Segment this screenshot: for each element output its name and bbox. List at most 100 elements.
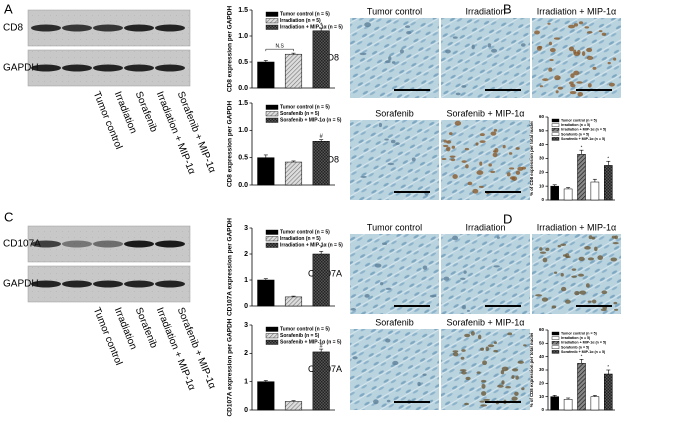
column-label: Sorafenib + MIP-1α (447, 317, 525, 327)
stain-spot (441, 158, 447, 161)
stain-spot (422, 373, 427, 376)
stain-spot (417, 381, 421, 387)
legend-swatch (551, 123, 560, 127)
micrograph (350, 18, 439, 98)
stain-spot (481, 383, 486, 389)
stain-spot (613, 57, 617, 61)
stain-spot (507, 332, 513, 336)
stain-spot (610, 257, 618, 262)
legend-label: Irradiation (n = 5) (280, 236, 321, 242)
stain-spot (539, 251, 547, 254)
stain-spot (482, 360, 488, 366)
legend-swatch (551, 341, 560, 345)
stain-spot (534, 30, 540, 35)
stain-spot (488, 163, 492, 167)
stain-spot (562, 254, 567, 257)
significance-mark: # (319, 344, 323, 350)
stain-spot (577, 92, 584, 97)
stain-spot (493, 341, 497, 345)
stain-spot (387, 162, 395, 166)
legend-label: Sorafenib (n = 5) (561, 132, 590, 136)
stain-spot (385, 338, 391, 343)
stain-spot (445, 49, 451, 54)
y-tick-label: 40 (539, 354, 545, 359)
y-tick-label: 1.5 (238, 7, 248, 14)
stain-spot (476, 170, 484, 175)
stain-spot (476, 371, 481, 374)
y-axis-label: CD8 expression per GAPDH (227, 101, 234, 188)
bar (312, 30, 330, 89)
blot-band (62, 240, 92, 248)
micrograph (532, 18, 621, 98)
stain-spot (490, 131, 497, 136)
blot-row-label: GAPDH (3, 63, 39, 74)
stain-spot (406, 30, 412, 35)
stain-spot (378, 122, 383, 128)
stain-spot (446, 146, 451, 152)
stain-spot (601, 32, 607, 36)
stain-spot (547, 22, 551, 25)
stain-spot (539, 85, 544, 88)
stain-spot (461, 160, 467, 163)
stain-spot (573, 51, 580, 56)
blot-row-label: CD107A (3, 239, 41, 250)
y-tick-label: 2 (244, 251, 248, 258)
legend-swatch (265, 333, 279, 339)
y-tick-label: 1.0 (238, 127, 248, 134)
micrograph (441, 234, 530, 314)
stain-spot (560, 243, 567, 247)
stain-spot (511, 375, 515, 379)
bracket (265, 48, 294, 52)
bar (550, 185, 559, 201)
y-tick-label: 10 (539, 183, 545, 188)
stain-spot (487, 43, 492, 48)
stain-spot (614, 308, 619, 311)
stain-spot (461, 349, 466, 352)
stain-spot (505, 386, 511, 389)
legend-label: Irradiation (n = 5) (280, 18, 321, 24)
blot-band (31, 240, 61, 248)
stain-spot (364, 294, 370, 298)
y-tick-label: 60 (539, 327, 545, 332)
stain-spot (461, 370, 467, 375)
bar (284, 296, 303, 307)
stain-spot (459, 369, 467, 372)
blot-band (93, 64, 123, 72)
micrograph (532, 234, 621, 314)
bar (284, 401, 303, 411)
stain-spot (384, 60, 391, 64)
legend-label: Sorafenib (n = 5) (280, 111, 320, 117)
row-label: CD8 (321, 52, 339, 62)
legend-swatch (265, 104, 279, 110)
stain-spot (464, 402, 469, 406)
legend-swatch (551, 345, 560, 349)
significance-mark: * (320, 246, 323, 252)
stain-spot (379, 281, 384, 286)
stain-spot (535, 294, 543, 297)
legend-label: Tumor control (n = 5) (280, 230, 330, 236)
stain-spot (443, 276, 450, 281)
blot-band (124, 24, 154, 32)
stain-spot (460, 356, 465, 360)
stain-spot (542, 257, 548, 263)
blot-band (93, 24, 123, 32)
stain-spot (607, 61, 611, 65)
y-tick-label: 0.0 (238, 182, 248, 189)
stain-spot (464, 147, 470, 151)
legend-label: Tumor control (n = 5) (561, 118, 598, 122)
y-axis-label: CD107A expression per GAPDH (227, 218, 234, 316)
stain-spot (608, 82, 615, 87)
stain-spot (497, 384, 504, 388)
stain-spot (554, 75, 561, 81)
stain-spot (577, 273, 585, 277)
legend-swatch (265, 18, 279, 24)
bar (604, 373, 613, 411)
stain-spot (481, 391, 487, 396)
stain-spot (594, 246, 598, 252)
stain-spot (587, 257, 595, 261)
significance-mark: * (607, 155, 609, 160)
bar (577, 363, 586, 411)
stain-spot (568, 46, 575, 52)
stain-spot (511, 396, 518, 401)
legend-label: Irradiation + MIP-1α (n = 5) (561, 341, 607, 345)
